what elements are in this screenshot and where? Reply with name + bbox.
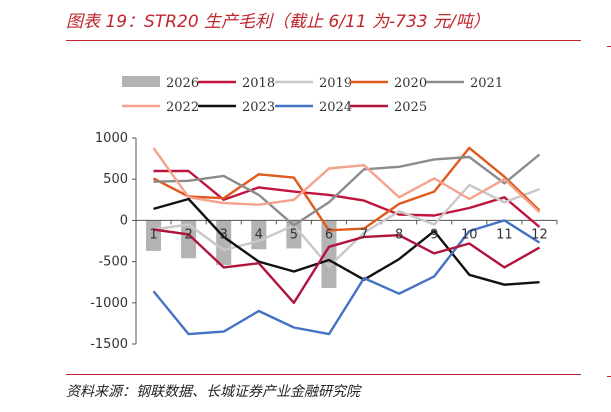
bar-series-group xyxy=(146,220,337,288)
y-tick-label: -1500 xyxy=(90,337,128,352)
edge-mark-bottom xyxy=(607,376,611,377)
chart-legend: 2026 2018 2019 2020 2021 2022 2023 2024 2025 xyxy=(122,76,503,115)
legend-label-2025: 2025 xyxy=(394,100,427,115)
line-series-group xyxy=(152,146,541,336)
x-tick-label: 8 xyxy=(395,227,403,242)
legend-label-2023: 2023 xyxy=(242,100,275,115)
legend-label-2026: 2026 xyxy=(166,76,199,91)
x-tick-label: 10 xyxy=(461,227,478,242)
x-tick-label: 2 xyxy=(184,227,192,242)
title-rule xyxy=(66,40,581,41)
x-tick-label: 12 xyxy=(531,227,548,242)
y-tick-label: 1000 xyxy=(95,131,128,146)
series-line-2022 xyxy=(152,147,541,214)
edge-mark-top xyxy=(607,46,611,47)
x-tick-label: 3 xyxy=(220,227,228,242)
series-line-2019 xyxy=(153,183,540,268)
series-line-2023 xyxy=(153,197,540,286)
figure-title: 图表 19：STR20 生产毛利（截止 6/11 为-733 元/吨） xyxy=(66,12,490,32)
legend-label-2018: 2018 xyxy=(242,76,275,91)
source-rule xyxy=(66,374,581,375)
series-line-2024 xyxy=(152,219,541,336)
legend-label-2024: 2024 xyxy=(319,100,352,115)
y-axis: 1000 500 0 -500 -1000 -1500 xyxy=(90,131,137,352)
x-tick-label: 1 xyxy=(149,227,157,242)
x-axis-labels: 1 2 3 4 5 6 7 8 9 10 11 12 xyxy=(149,227,547,242)
x-tick-label: 6 xyxy=(325,227,333,242)
legend-label-2019: 2019 xyxy=(319,76,352,91)
y-tick-label: 500 xyxy=(103,172,128,187)
y-tick-label: -1000 xyxy=(90,296,128,311)
bar-2026-2 xyxy=(181,220,197,259)
bar-2026-6 xyxy=(321,220,337,288)
series-line-2021 xyxy=(153,153,541,227)
source-note: 资料来源：钢联数据、长城证券产业金融研究院 xyxy=(66,384,360,400)
legend-swatch-2026 xyxy=(122,76,160,87)
series-line-2020 xyxy=(152,146,541,232)
x-tick-label: 7 xyxy=(360,227,368,242)
x-axis xyxy=(135,219,558,225)
x-tick-label: 4 xyxy=(255,227,263,242)
y-tick-label: -500 xyxy=(98,255,128,270)
x-tick-label: 9 xyxy=(430,227,438,242)
series-line-2025 xyxy=(153,228,541,304)
legend-label-2022: 2022 xyxy=(166,100,199,115)
series-line-2018 xyxy=(153,169,541,228)
x-tick-label: 11 xyxy=(496,227,513,242)
x-tick-label: 5 xyxy=(290,227,298,242)
y-tick-label: 0 xyxy=(120,213,128,228)
legend-label-2021: 2021 xyxy=(470,76,503,91)
legend-label-2020: 2020 xyxy=(394,76,427,91)
